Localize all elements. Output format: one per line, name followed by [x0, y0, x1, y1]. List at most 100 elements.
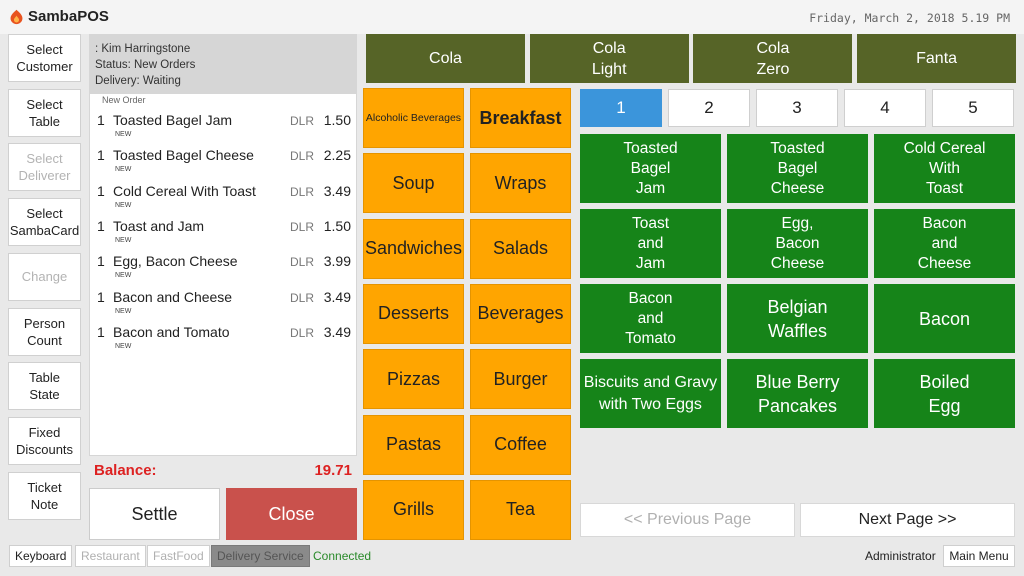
- command-button[interactable]: Ticket Note: [8, 471, 81, 520]
- main-menu-button[interactable]: Main Menu: [943, 545, 1015, 567]
- category-button[interactable]: Breakfast: [470, 88, 571, 148]
- order-quantity: 1: [97, 217, 105, 234]
- category-button[interactable]: Coffee: [470, 414, 571, 475]
- order-price: 3.49: [323, 323, 351, 340]
- keyboard-button[interactable]: Keyboard: [9, 545, 73, 567]
- order-quantity: 1: [97, 253, 105, 270]
- category-button[interactable]: Burger: [470, 349, 571, 410]
- product-button[interactable]: Cold Cereal With Toast: [874, 134, 1015, 203]
- command-button[interactable]: Fixed Discounts: [8, 416, 81, 465]
- category-button[interactable]: Alcoholic Beverages: [363, 88, 464, 148]
- previous-page-button[interactable]: << Previous Page: [580, 503, 795, 537]
- order-price: 1.50: [323, 112, 351, 128]
- command-button[interactable]: Select Deliverer: [8, 143, 81, 192]
- top-product-button[interactable]: Fanta: [857, 34, 1017, 83]
- product-button[interactable]: Bacon and Cheese: [874, 209, 1015, 278]
- order-quantity: 1: [97, 288, 105, 305]
- category-button[interactable]: Wraps: [470, 153, 571, 214]
- product-button[interactable]: Belgian Waffles: [727, 284, 868, 353]
- page-button[interactable]: 4: [844, 89, 926, 127]
- fastfood-button[interactable]: FastFood: [147, 545, 210, 567]
- product-button[interactable]: Egg, Bacon Cheese: [727, 209, 868, 278]
- order-name: Cold Cereal With Toast: [113, 182, 256, 199]
- order-currency: DLR: [290, 184, 315, 199]
- order-name: Egg, Bacon Cheese: [113, 253, 238, 270]
- settle-button[interactable]: Settle: [89, 488, 220, 540]
- command-button[interactable]: Select SambaCard: [8, 198, 81, 247]
- command-button[interactable]: Table State: [8, 362, 81, 411]
- product-button[interactable]: Blue Berry Pancakes: [727, 359, 868, 428]
- order-price: 3.49: [323, 288, 351, 305]
- order-currency: DLR: [290, 325, 315, 340]
- command-button[interactable]: Select Customer: [8, 34, 81, 82]
- user-name: Administrator: [865, 549, 936, 563]
- ticket-status: Status: New Orders: [95, 59, 196, 71]
- top-product-button[interactable]: Cola Light: [529, 34, 689, 83]
- close-button[interactable]: Close: [226, 488, 357, 540]
- top-product-button[interactable]: Cola Zero: [693, 34, 853, 83]
- page-button[interactable]: 5: [932, 89, 1014, 127]
- top-bar: [0, 0, 1024, 34]
- next-page-button[interactable]: Next Page >>: [800, 503, 1015, 537]
- order-quantity: 1: [97, 112, 105, 128]
- top-product-button[interactable]: Cola: [366, 34, 525, 83]
- order-row[interactable]: 1 Bacon and Cheese NEW DLR 3.49: [90, 289, 356, 324]
- order-price: 2.25: [323, 147, 351, 164]
- order-currency: DLR: [290, 114, 315, 128]
- product-button[interactable]: Toasted Bagel Jam: [580, 134, 721, 203]
- order-state-tag: NEW: [115, 131, 132, 138]
- page-button[interactable]: 1: [580, 89, 662, 127]
- order-row[interactable]: 1 Bacon and Tomato NEW DLR 3.49: [90, 324, 356, 359]
- category-button[interactable]: Desserts: [363, 283, 464, 344]
- page-button[interactable]: 3: [756, 89, 838, 127]
- order-state-tag: NEW: [115, 307, 132, 315]
- product-button[interactable]: Boiled Egg: [874, 359, 1015, 428]
- order-row[interactable]: 1 Toasted Bagel Cheese NEW DLR 2.25: [90, 147, 356, 182]
- samba-logo-icon: [10, 9, 23, 25]
- ticket-header[interactable]: : Kim Harringstone Status: New Orders De…: [89, 34, 357, 94]
- order-state-tag: NEW: [115, 342, 132, 350]
- category-button[interactable]: Soup: [363, 153, 464, 214]
- order-row[interactable]: 1 Toasted Bagel Jam NEW DLR 1.50: [90, 112, 356, 147]
- command-button[interactable]: Person Count: [8, 307, 81, 356]
- order-name: Bacon and Cheese: [113, 288, 233, 305]
- restaurant-button[interactable]: Restaurant: [75, 545, 146, 567]
- product-button[interactable]: Biscuits and Gravy with Two Eggs: [580, 359, 721, 428]
- order-row[interactable]: 1 Cold Cereal With Toast NEW DLR 3.49: [90, 183, 356, 218]
- delivery-service-button[interactable]: Delivery Service: [211, 545, 310, 567]
- order-state-tag: NEW: [115, 236, 132, 244]
- category-button[interactable]: Tea: [470, 479, 571, 540]
- new-order-label: New Order: [102, 95, 146, 105]
- datetime-display: Friday, March 2, 2018 5.19 PM: [809, 11, 1010, 25]
- ticket-delivery: Delivery: Waiting: [95, 75, 181, 87]
- product-button[interactable]: Bacon: [874, 284, 1015, 353]
- category-button[interactable]: Grills: [363, 479, 464, 540]
- order-name: Bacon and Tomato: [113, 323, 230, 340]
- order-currency: DLR: [290, 255, 315, 270]
- order-name: Toast and Jam: [113, 217, 205, 234]
- app-logo: SambaPOS: [8, 8, 109, 25]
- order-state-tag: NEW: [115, 166, 132, 174]
- order-state-tag: NEW: [115, 272, 132, 280]
- order-quantity: 1: [97, 182, 105, 199]
- product-button[interactable]: Toasted Bagel Cheese: [727, 134, 868, 203]
- category-button[interactable]: Sandwiches: [363, 218, 464, 279]
- page-button[interactable]: 2: [668, 89, 750, 127]
- order-currency: DLR: [290, 219, 315, 234]
- order-state-tag: NEW: [115, 201, 132, 209]
- connection-status: Connected: [313, 549, 372, 563]
- category-button[interactable]: Pastas: [363, 414, 464, 475]
- category-button[interactable]: Salads: [470, 218, 571, 279]
- order-row[interactable]: 1 Egg, Bacon Cheese NEW DLR 3.99: [90, 253, 356, 288]
- command-button[interactable]: Change: [8, 252, 81, 301]
- command-button[interactable]: Select Table: [8, 88, 81, 137]
- product-button[interactable]: Bacon and Tomato: [580, 284, 721, 353]
- ticket-orders-panel: New Order 1 Toasted Bagel Jam NEW DLR 1.50 1 T…: [89, 94, 357, 456]
- order-row[interactable]: 1 Toast and Jam NEW DLR 1.50: [90, 218, 356, 253]
- order-currency: DLR: [290, 149, 315, 164]
- product-button[interactable]: Toast and Jam: [580, 209, 721, 278]
- order-name: Toasted Bagel Cheese: [113, 147, 254, 164]
- order-currency: DLR: [290, 290, 315, 305]
- category-button[interactable]: Beverages: [470, 283, 571, 344]
- category-button[interactable]: Pizzas: [363, 349, 464, 410]
